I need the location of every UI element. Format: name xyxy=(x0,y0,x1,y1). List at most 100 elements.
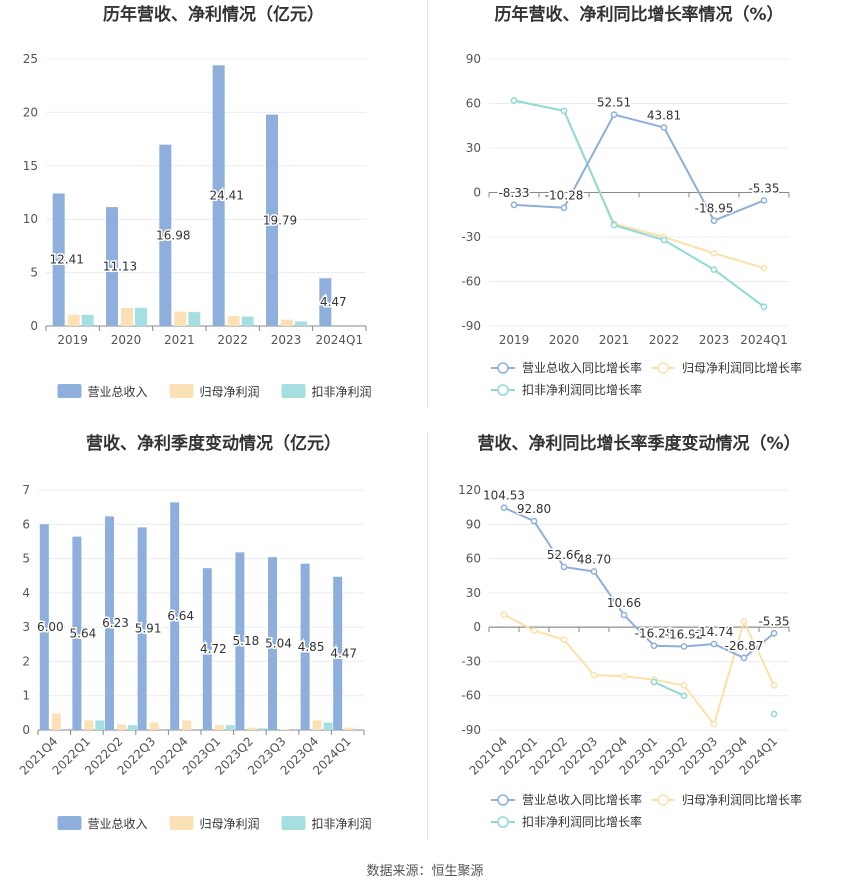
legend-label: 扣非净利润同比增长率 xyxy=(522,382,642,397)
revenue-growth-data-label: 92.80 xyxy=(517,502,551,516)
revenue-data-label: 19.79 xyxy=(263,213,297,227)
annual-growth-chart: 历年营收、净利同比增长率情况（%） -90 -60 -30 0 30 60 90 2019 202… xyxy=(428,0,850,420)
revenue-bar xyxy=(202,568,212,730)
revenue-growth-point xyxy=(560,563,568,571)
y-tick-label: 2 xyxy=(22,654,30,668)
y-tick-label: 5 xyxy=(22,552,30,566)
chart-title: 历年营收、净利同比增长率情况（%） xyxy=(494,4,783,25)
deducted-net-profit-growth-point xyxy=(660,236,668,244)
quarterly-growth-svg: 营收、净利同比增长率季度变动情况（%）-90-60-30030609012020… xyxy=(458,433,802,829)
legend-swatch xyxy=(57,816,82,830)
legend-label: 归母净利润 xyxy=(200,385,260,399)
revenue-growth-point xyxy=(620,611,628,619)
revenue-growth-point xyxy=(510,201,518,209)
revenue-growth-point xyxy=(740,654,748,662)
parent-net-profit-growth-point xyxy=(710,720,718,728)
revenue-growth-data-label: -26.87 xyxy=(725,639,764,653)
legend-swatch xyxy=(169,816,194,830)
revenue-growth-data-label: -16.28 xyxy=(635,627,674,641)
x-tick-label: 2019 xyxy=(57,333,88,347)
x-tick-label: 2022 xyxy=(217,333,248,347)
divider-bottom xyxy=(427,432,428,840)
parent-net-profit-bar xyxy=(280,729,289,730)
y-tick-label: 120 xyxy=(458,483,481,497)
x-tick-label: 2024Q1 xyxy=(740,333,788,347)
revenue-growth-point xyxy=(770,629,778,637)
revenue-growth-data-label: 52.51 xyxy=(597,96,631,110)
chart-title: 营收、净利季度变动情况（亿元） xyxy=(86,433,341,454)
revenue-growth-data-label: 104.53 xyxy=(483,489,525,503)
y-tick-label: 60 xyxy=(466,97,481,111)
y-tick-label: 0 xyxy=(473,620,481,634)
deducted-net-profit-growth-point xyxy=(560,107,568,115)
y-tick-label: 0 xyxy=(30,319,38,333)
revenue-growth-line xyxy=(503,506,775,660)
revenue-growth-line xyxy=(513,113,765,222)
legend-label: 归母净利润同比增长率 xyxy=(682,360,802,375)
revenue-bar xyxy=(319,278,332,326)
deducted-net-profit-bar xyxy=(81,314,94,326)
parent-net-profit-bar xyxy=(149,722,159,730)
revenue-growth-data-label: 52.66 xyxy=(547,548,581,562)
x-tick-label: 2020 xyxy=(549,333,580,347)
parent-net-profit-growth-point xyxy=(740,618,748,625)
legend-label: 扣非净利润 xyxy=(312,817,372,831)
legend-swatch xyxy=(281,816,306,830)
revenue-data-label: 5.18 xyxy=(233,634,260,648)
legend-label: 归母净利润 xyxy=(200,817,260,831)
y-tick-label: 20 xyxy=(23,105,38,119)
parent-net-profit-growth-point xyxy=(760,264,768,272)
revenue-data-label: 5.64 xyxy=(70,626,97,640)
revenue-growth-point xyxy=(760,197,768,204)
revenue-growth-data-label: 43.81 xyxy=(647,109,681,123)
legend-marker xyxy=(497,362,509,374)
x-tick-label: 2020 xyxy=(111,333,142,347)
revenue-data-label: 4.47 xyxy=(330,646,357,660)
deducted-net-profit-growth-point xyxy=(650,678,658,686)
parent-net-profit-growth-point xyxy=(590,671,598,679)
deducted-net-profit-bar xyxy=(295,321,307,326)
parent-net-profit-growth-point xyxy=(620,672,628,680)
revenue-bar xyxy=(170,502,180,730)
parent-net-profit-growth-line xyxy=(513,99,765,270)
revenue-data-label: 6.64 xyxy=(167,609,194,623)
annual-growth-svg: 历年营收、净利同比增长率情况（%） -90 -60 -30 0 30 60 90 2019 202… xyxy=(461,4,802,397)
parent-net-profit-bar xyxy=(214,725,224,730)
legend-label: 归母净利润同比增长率 xyxy=(682,792,802,807)
y-tick-label: 1 xyxy=(22,689,30,703)
y-tick-label: 7 xyxy=(22,483,30,497)
y-tick-label: 25 xyxy=(23,52,38,66)
x-tick-label: 2022 xyxy=(649,333,680,347)
annual-revenue-profit-svg: 历年营收、净利情况（亿元） 0 5 10 15 20 25 2019 2020 2021 2022 2… xyxy=(23,4,372,399)
revenue-bar xyxy=(105,516,114,730)
parent-net-profit-bar xyxy=(51,713,61,730)
deducted-net-profit-growth-point xyxy=(680,692,688,700)
chart-title: 历年营收、净利情况（亿元） xyxy=(103,4,324,25)
x-tick-label: 2019 xyxy=(499,333,530,347)
y-tick-label: -90 xyxy=(461,319,481,333)
deducted-net-profit-growth-point xyxy=(760,303,768,311)
revenue-growth-data-label: -14.74 xyxy=(695,625,734,639)
revenue-data-label: 6.23 xyxy=(102,616,129,630)
y-tick-label: 5 xyxy=(30,266,38,280)
legend-label: 扣非净利润 xyxy=(312,385,372,399)
deducted-net-profit-growth-point xyxy=(510,97,518,104)
legend-marker xyxy=(497,816,509,828)
deducted-net-profit-growth-point xyxy=(770,710,778,718)
y-tick-label: -30 xyxy=(461,654,481,668)
legend-swatch xyxy=(169,384,194,398)
legend-label: 营业总收入 xyxy=(88,385,148,399)
y-tick-label: -90 xyxy=(461,723,481,737)
parent-net-profit-growth-point xyxy=(710,249,718,257)
legend-label: 营业总收入同比增长率 xyxy=(522,360,642,375)
revenue-growth-data-label: -5.35 xyxy=(748,181,779,195)
deducted-net-profit-growth-point xyxy=(710,266,718,273)
revenue-growth-point xyxy=(710,640,718,648)
parent-net-profit-bar xyxy=(117,724,126,730)
revenue-growth-point xyxy=(530,517,538,525)
parent-net-profit-bar xyxy=(84,720,94,730)
x-tick-label: 2023 xyxy=(699,333,730,347)
revenue-bar xyxy=(39,524,49,730)
revenue-data-label: 24.41 xyxy=(209,189,243,203)
deducted-net-profit-bar xyxy=(135,307,147,326)
